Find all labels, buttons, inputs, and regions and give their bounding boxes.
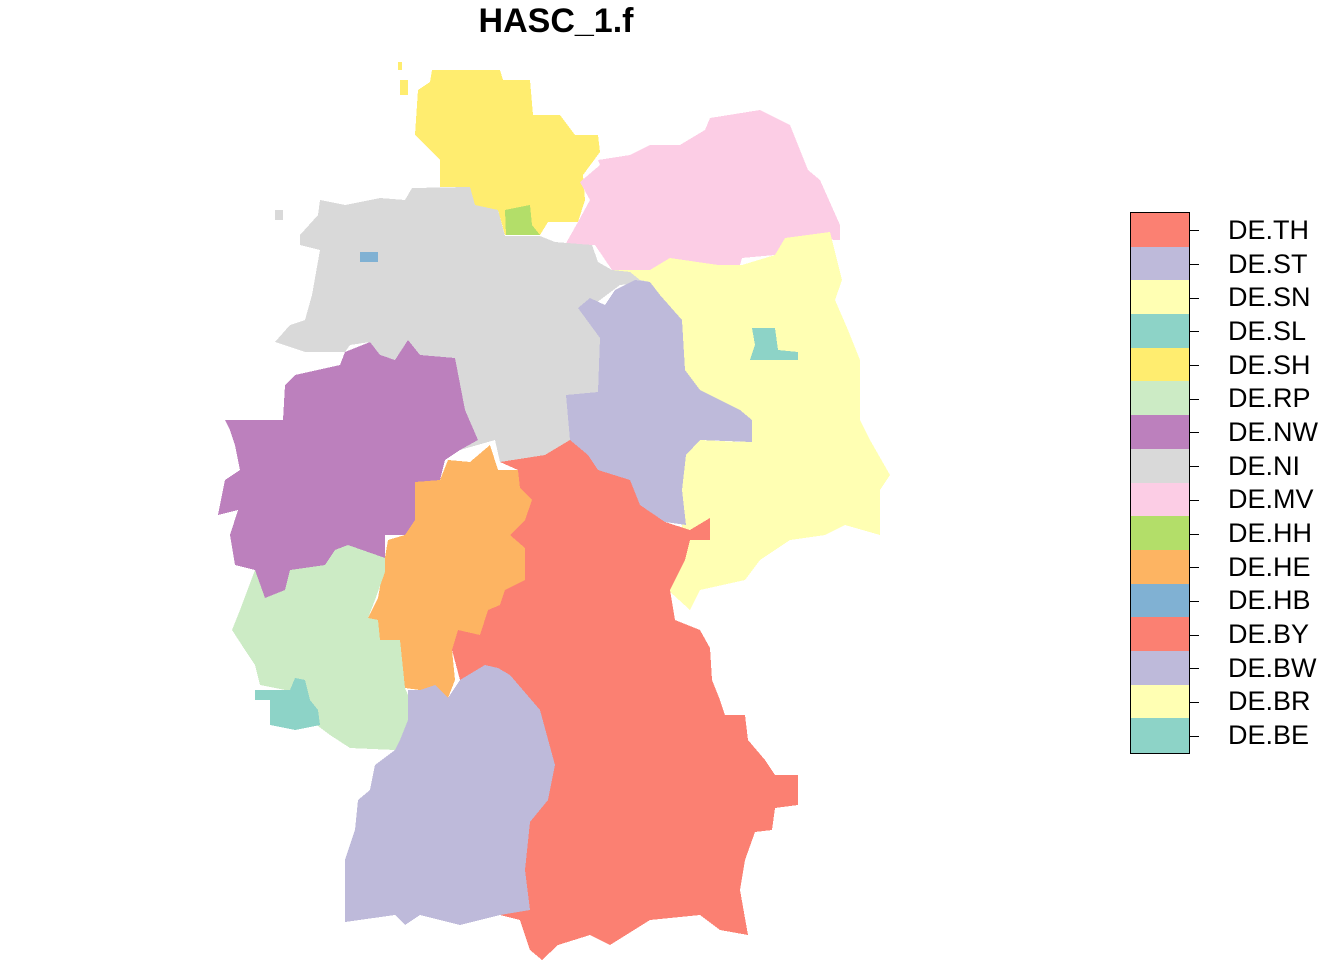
legend-label: DE.NI — [1228, 450, 1301, 481]
legend-swatch-de-sh — [1131, 347, 1189, 382]
legend-swatch-de-ni — [1131, 448, 1189, 483]
legend-swatch-de-hh — [1131, 516, 1189, 551]
legend-label: DE.HH — [1228, 518, 1313, 549]
legend-color-bar — [1130, 212, 1190, 754]
legend-swatch-de-hb — [1131, 583, 1189, 618]
legend-label: DE.TH — [1228, 214, 1309, 245]
region-de-br — [612, 232, 890, 610]
legend-swatch-de-mv — [1131, 482, 1189, 517]
legend-swatch-de-bw — [1131, 650, 1189, 686]
legend-swatch-de-st — [1131, 246, 1189, 281]
legend-tick — [1189, 466, 1199, 468]
region-de-bw — [345, 665, 555, 925]
legend-tick — [1189, 735, 1199, 737]
legend-label: DE.BE — [1228, 720, 1310, 751]
map-title: HASC_1.f — [478, 2, 634, 40]
legend-tick — [1189, 297, 1199, 299]
region-de-he — [368, 445, 532, 698]
legend-swatch-de-rp — [1131, 381, 1189, 416]
region-de-sl — [255, 678, 320, 730]
region-de-sh — [398, 62, 600, 235]
region-de-by — [452, 560, 798, 960]
legend-tick — [1189, 432, 1199, 434]
legend-tick — [1189, 634, 1199, 636]
legend-swatch-de-nw — [1131, 415, 1189, 450]
legend-label: DE.NW — [1228, 416, 1318, 447]
region-de-st — [566, 280, 752, 525]
legend-label: DE.ST — [1228, 248, 1308, 279]
legend-tick — [1189, 533, 1199, 535]
legend-label: DE.HE — [1228, 551, 1311, 582]
legend-tick — [1189, 668, 1199, 670]
region-de-be — [750, 328, 798, 360]
legend-tick — [1189, 331, 1199, 333]
legend-swatch-de-br — [1131, 684, 1189, 719]
legend-swatch-de-sl — [1131, 314, 1189, 349]
legend-swatch-de-he — [1131, 549, 1189, 585]
region-de-rp — [232, 545, 410, 750]
region-de-mv — [565, 110, 840, 270]
legend-label: DE.SN — [1228, 282, 1311, 313]
legend-tick — [1189, 701, 1199, 703]
legend-label: DE.SL — [1228, 315, 1307, 346]
legend-label: DE.BY — [1228, 619, 1310, 650]
region-de-nw — [218, 340, 478, 598]
legend-label: DE.BR — [1228, 686, 1311, 717]
legend-tick — [1189, 398, 1199, 400]
legend-swatch-de-be — [1131, 718, 1189, 753]
region-de-th — [500, 440, 710, 590]
region-de-hb — [360, 252, 378, 262]
legend-label: DE.HB — [1228, 585, 1311, 616]
legend-label: DE.RP — [1228, 383, 1311, 414]
legend-tick — [1189, 365, 1199, 367]
legend-tick — [1189, 567, 1199, 569]
legend-tick — [1189, 264, 1199, 266]
legend-label: DE.MV — [1228, 484, 1314, 515]
legend-tick — [1189, 230, 1199, 232]
legend-swatch-de-by — [1131, 617, 1189, 652]
legend-swatch-de-th — [1131, 213, 1189, 248]
legend-tick — [1189, 499, 1199, 501]
region-de-hh — [505, 205, 540, 235]
legend-swatch-de-sn — [1131, 280, 1189, 315]
legend-label: DE.SH — [1228, 349, 1311, 380]
legend-label: DE.BW — [1228, 652, 1317, 683]
legend-tick — [1189, 600, 1199, 602]
germany-states-map — [218, 62, 890, 960]
